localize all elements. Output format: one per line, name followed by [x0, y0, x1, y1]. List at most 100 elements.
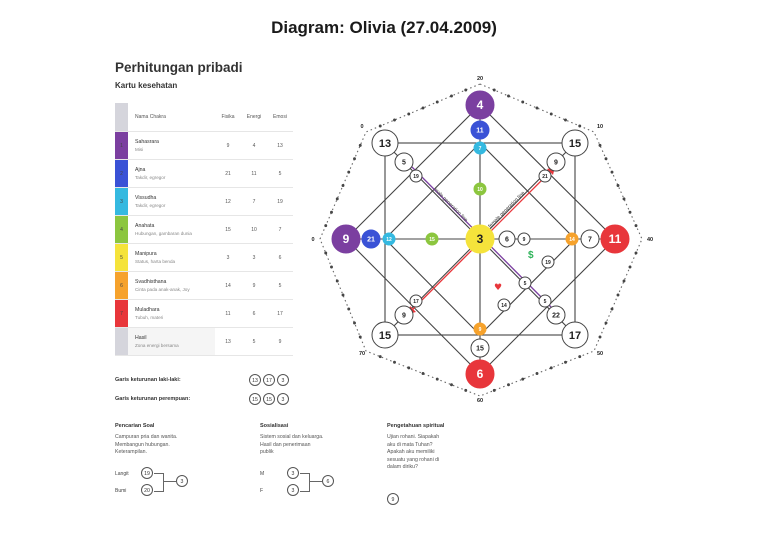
- money-icon: $: [528, 250, 534, 261]
- chakra-color-cell: 6: [115, 271, 128, 300]
- male-line-label: Garis keturunan laki-laki:: [115, 377, 181, 383]
- node-right-4-value: 6: [505, 236, 509, 243]
- sum-bracket: [154, 473, 164, 492]
- node-bottom-right: 17: [561, 321, 589, 349]
- node-top-circle: [465, 90, 495, 120]
- octagon-tick: [358, 335, 362, 339]
- age-label-bottom: 60: [477, 398, 483, 404]
- octagon-tick: [535, 372, 539, 375]
- octagon-tick: [634, 251, 638, 255]
- chakra-emotion: 13: [267, 131, 293, 160]
- octagon-tick: [335, 279, 339, 283]
- octagon-tick: [341, 293, 345, 297]
- octagon-tick: [450, 383, 453, 387]
- earth-label: Bumi: [115, 488, 127, 494]
- sum-bracket: [300, 473, 310, 492]
- node-left: 9: [331, 224, 361, 254]
- age-label-tl: 0: [360, 124, 363, 130]
- node-bottom-right-circle: [561, 321, 589, 349]
- octagon-tick: [324, 224, 328, 228]
- node-tl-inner2-circle: [409, 169, 423, 183]
- octagon-tick: [521, 100, 525, 104]
- table-row: 3 Vissudha Takdir, egregor 12 7 19: [115, 187, 293, 216]
- octagon-tick: [628, 265, 632, 269]
- node-tl-inner2-value: 19: [413, 174, 419, 180]
- octagon-tick: [358, 143, 362, 147]
- chakra-color-cell: [115, 327, 128, 356]
- node-money-1-circle: [541, 255, 555, 269]
- octagon-tick: [421, 372, 425, 375]
- octagon-tick: [628, 210, 632, 214]
- chakra-emotion: 17: [267, 299, 293, 328]
- chakra-color-cell: 4: [115, 215, 128, 244]
- node-right-value: 11: [609, 232, 622, 246]
- female-line-value: 15: [263, 393, 275, 405]
- node-bottom-right-value: 17: [569, 330, 581, 342]
- node-bl-inner2-value: 17: [413, 299, 419, 305]
- header-physics: Fisika: [215, 103, 241, 132]
- octagon-tick: [378, 355, 382, 359]
- chakra-color-cell: 7: [115, 299, 128, 328]
- node-right-2: 7: [580, 229, 600, 249]
- chakra-energy: 5: [241, 327, 267, 356]
- octagon-tick: [341, 184, 345, 187]
- node-top-left: 13: [371, 129, 399, 157]
- node-money-2: 5: [518, 276, 532, 290]
- octagon-tick: [407, 366, 411, 370]
- octagon-tick: [549, 112, 553, 116]
- node-top-4: 10: [473, 182, 487, 196]
- node-heart-circle: [497, 298, 511, 312]
- heart-icon: ♥: [494, 283, 502, 293]
- octagon-tick: [464, 388, 468, 392]
- chakra-physics: 11: [215, 299, 241, 328]
- sum-connector: [163, 481, 176, 482]
- sum-connector: [309, 481, 322, 482]
- node-bottom-3: 9: [473, 322, 487, 336]
- octagon-tick: [464, 88, 468, 92]
- node-top-left-circle: [371, 129, 399, 157]
- node-tr-inner2-value: 21: [542, 174, 548, 180]
- node-left-3-value: 12: [386, 237, 392, 243]
- octagon-tick: [393, 118, 396, 122]
- m-value: 3: [287, 467, 299, 479]
- node-top-2-circle: [470, 120, 490, 140]
- octagon-tick: [604, 157, 608, 161]
- node-bottom-circle: [465, 359, 495, 389]
- octagon-tick: [578, 355, 582, 359]
- chakra-color-cell: 2: [115, 159, 128, 188]
- node-br-inner2: 5: [538, 294, 552, 308]
- octagon-tick: [393, 360, 396, 364]
- chakra-emotion: 19: [267, 187, 293, 216]
- octagon-tick: [610, 170, 614, 174]
- table-row: 1 Sahasrara Misi 9 4 13: [115, 131, 293, 160]
- node-right: 11: [600, 224, 630, 254]
- node-right-3: 14: [565, 232, 579, 246]
- f-value: 3: [287, 484, 299, 496]
- col2-sum-value: 6: [322, 475, 334, 487]
- octagon-tick: [634, 224, 638, 228]
- age-label-left: 0: [311, 237, 314, 243]
- octagon-tick: [450, 94, 453, 98]
- node-bottom-3-value: 9: [479, 327, 482, 333]
- octagon-tick: [330, 265, 333, 269]
- node-tr-inner-value: 9: [554, 159, 558, 166]
- node-left-2-value: 21: [367, 236, 375, 243]
- chakra-name-cell: Ajna Takdir, egregor: [128, 159, 215, 188]
- node-tr-inner-circle: [546, 152, 566, 172]
- chakra-emotion: 5: [267, 271, 293, 300]
- node-left-2: 21: [361, 229, 381, 249]
- node-left-3-circle: [382, 232, 396, 246]
- sky-value: 19: [141, 467, 153, 479]
- node-top: 4: [465, 90, 495, 120]
- table-row: 6 Svadhisthana Cinta pada anak-anak, Joy 14…: [115, 271, 293, 300]
- octagon-tick: [616, 293, 620, 297]
- node-tl-inner-circle: [394, 152, 414, 172]
- chakra-name-cell: Hasil Zona energi bersama: [128, 327, 215, 356]
- chakra-energy: 6: [241, 299, 267, 328]
- female-generation-label: female generation line: [487, 190, 526, 229]
- octagon-tick: [616, 184, 620, 187]
- node-bottom-2: 15: [470, 338, 490, 358]
- age-label-tr: 10: [597, 124, 603, 130]
- octagon-tick: [492, 388, 496, 392]
